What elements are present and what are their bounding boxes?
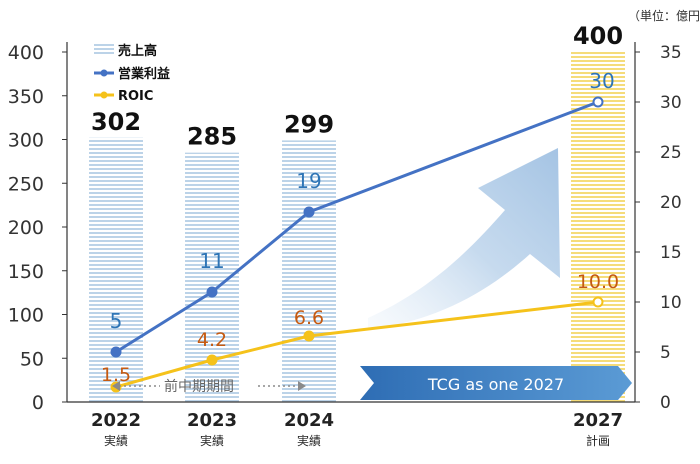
legend-label-operating-profit: 営業利益 [118,66,170,82]
y-right-tick-label: 0 [660,393,671,413]
legend-marker-operating-profit [100,69,108,77]
operating-profit-value-label: 19 [296,169,321,193]
y-right-tick-label: 15 [660,243,682,263]
roic-line [115,300,599,389]
operating-profit-value-label: 5 [110,309,123,333]
bar-value-label: 400 [573,22,623,50]
plan-banner-shape [360,366,632,400]
line-series-group [110,96,604,393]
operating-profit-point [206,286,218,298]
bar-2024 [282,140,336,402]
y-left-tick-label: 250 [8,173,44,195]
y-right-tick-label: 30 [660,93,682,113]
operating-profit-value-label: 30 [589,69,614,93]
unit-note: （単位：億円） [628,8,700,23]
background-shapes [368,148,560,330]
bar-value-label: 285 [187,123,237,151]
x-sub-label: 実績 [200,433,224,448]
data-labels-group: 302 285 299 400 5 11 19 30 1.5 4.2 6.6 10.0 [91,22,623,386]
operating-profit-value-label: 11 [199,249,224,273]
legend-label-roic: ROIC [118,89,153,104]
bar-value-label: 302 [91,108,141,136]
roic-point [206,354,218,366]
y-left-tick-label: 300 [8,130,44,152]
roic-value-label: 6.6 [294,307,324,329]
legend-swatch-sales [94,44,114,56]
legend-label-sales: 売上高 [118,43,157,59]
legend-marker-roic [100,91,108,99]
plan-banner-label: TCG as one 2027 [427,375,564,394]
operating-profit-point [110,346,122,358]
y-right-tick-label: 10 [660,293,682,313]
roic-point [592,296,604,308]
roic-point [303,330,315,342]
y-left-tick-label: 0 [32,392,44,414]
x-tick-label: 2022 [91,410,141,431]
x-sub-label: 実績 [297,433,321,448]
y-right-tick-label: 20 [660,193,682,213]
bar-2022 [89,137,143,402]
y-right-tick-label: 35 [660,43,682,63]
y-left-tick-label: 100 [8,305,44,327]
axes-group: 0 50 100 150 200 250 300 350 400 0 5 10 15 20 25 30 35 （単… [8,8,700,448]
period-arrow-left-head [112,381,120,391]
y-left-tick-label: 200 [8,217,44,239]
bar-value-label: 299 [284,110,334,138]
operating-profit-point [303,206,315,218]
y-left-tick-label: 350 [8,86,44,108]
y-right-tick-label: 5 [660,343,671,363]
y-left-tick-label: 150 [8,261,44,283]
period-label: 前中期期間 [164,378,234,395]
x-sub-label: 実績 [104,433,128,448]
period-arrow-right-head [298,381,306,391]
y-right-tick-label: 25 [660,143,682,163]
x-sub-label: 計画 [586,433,610,448]
roic-value-label: 1.5 [101,364,131,386]
x-tick-label: 2023 [187,410,237,431]
roic-value-label: 10.0 [577,271,619,293]
roic-value-label: 4.2 [197,329,227,351]
operating-profit-line [115,100,599,354]
y-left-tick-label: 400 [8,42,44,64]
operating-profit-point [592,96,604,108]
x-tick-label: 2024 [284,410,334,431]
y-left-tick-label: 50 [20,348,44,370]
x-tick-label: 2027 [573,410,623,431]
annotations-group: 前中期期間 TCG as one 2027 [112,366,632,400]
growth-arrow-shape [368,148,560,330]
